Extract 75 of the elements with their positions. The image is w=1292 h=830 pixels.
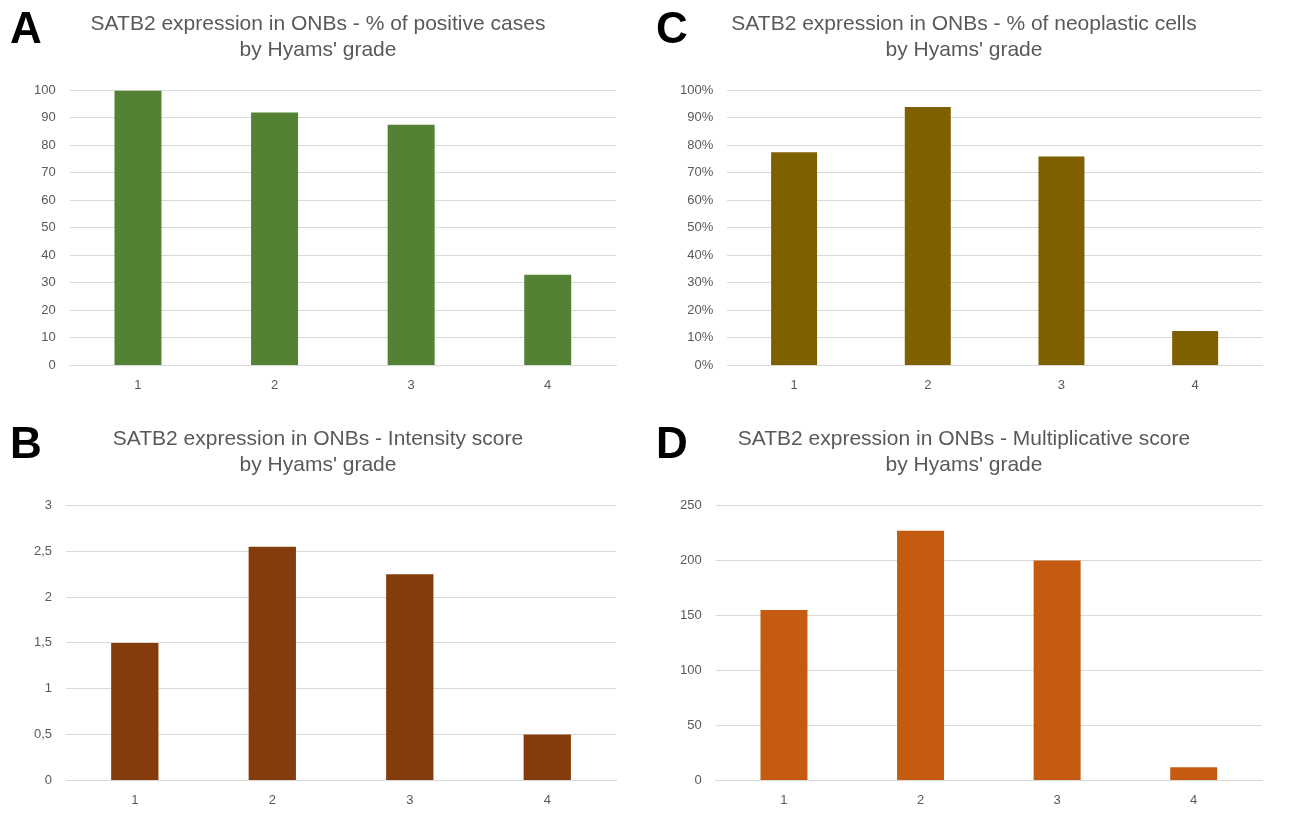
- bar: [248, 546, 296, 780]
- y-tick-label: 0,5: [33, 726, 53, 742]
- y-tick-label: 0: [48, 356, 56, 372]
- y-tick-label: 20: [41, 301, 56, 317]
- chart-title: SATB2 expression in ONBs - % of positive cases by Hyams' grade: [90, 11, 546, 60]
- bar: [114, 90, 162, 365]
- x-tick-label: 1: [131, 791, 139, 807]
- y-tick-label: 90%: [687, 109, 714, 125]
- bar: [904, 106, 951, 365]
- bar: [1172, 331, 1219, 365]
- y-tick-label: 70: [41, 164, 56, 180]
- x-tick-label: 4: [1191, 376, 1199, 392]
- y-tick-label: 100%: [680, 81, 714, 97]
- y-tick-label: 3: [44, 496, 53, 512]
- y-tick-label: 2,5: [33, 542, 53, 558]
- y-tick-label: 2: [44, 588, 53, 604]
- y-tick-label: 200: [679, 551, 702, 567]
- y-tick-label: 90: [41, 109, 56, 125]
- y-tick-label: 30: [41, 274, 56, 290]
- x-tick-label: 1: [134, 376, 142, 392]
- y-tick-label: 250: [679, 496, 702, 512]
- y-tick-label: 100: [33, 81, 56, 97]
- text: B: [10, 418, 42, 467]
- text: C: [656, 3, 688, 52]
- y-tick-label: 50: [687, 716, 702, 732]
- y-tick-label: 80: [41, 136, 56, 152]
- x-tick-label: 4: [543, 791, 551, 807]
- bar: [523, 734, 571, 780]
- y-tick-label: 150: [679, 606, 702, 622]
- bar: [387, 124, 435, 365]
- bar: [1033, 560, 1081, 780]
- bar: [897, 530, 945, 780]
- chart-title: SATB2 expression in ONBs - Intensity score by Hyams' grade: [112, 426, 524, 475]
- x-tick-label: 3: [406, 791, 414, 807]
- y-tick-label: 1,5: [33, 634, 53, 650]
- bar: [760, 609, 808, 780]
- x-tick-label: 3: [1057, 376, 1066, 392]
- y-tick-label: 0%: [694, 356, 714, 372]
- y-tick-label: 20%: [687, 301, 714, 317]
- x-tick-label: 1: [790, 376, 798, 392]
- y-tick-label: 70%: [687, 164, 714, 180]
- x-tick-label: 4: [544, 376, 552, 392]
- x-tick-label: 2: [916, 791, 925, 807]
- x-tick-label: 2: [268, 791, 276, 807]
- x-tick-label: 2: [270, 376, 279, 392]
- x-tick-label: 3: [407, 376, 415, 392]
- y-tick-label: 40: [41, 246, 56, 262]
- y-tick-label: 60%: [687, 191, 714, 207]
- y-tick-label: 10%: [687, 329, 714, 345]
- y-tick-label: 50: [41, 219, 56, 235]
- x-tick-label: 1: [780, 791, 788, 807]
- bar: [1038, 156, 1085, 365]
- chart-title: SATB2 expression in ONBs - Multiplicative score by Hyams' grade: [737, 426, 1191, 475]
- y-tick-label: 30%: [687, 274, 714, 290]
- bar: [771, 152, 818, 365]
- chart-title: SATB2 expression in ONBs - % of neoplastic cells by Hyams' grade: [731, 11, 1197, 60]
- text: D: [656, 418, 688, 467]
- bar: [111, 642, 159, 780]
- y-tick-label: 1: [44, 680, 53, 696]
- x-tick-label: 3: [1053, 791, 1061, 807]
- y-tick-label: 80%: [687, 136, 714, 152]
- x-tick-label: 2: [924, 376, 932, 392]
- x-tick-label: 4: [1190, 791, 1198, 807]
- y-tick-label: 60: [41, 191, 56, 207]
- bar: [1170, 767, 1218, 780]
- y-tick-label: 0: [694, 771, 702, 787]
- y-tick-label: 0: [44, 771, 53, 787]
- bar: [251, 112, 299, 365]
- y-tick-label: 10: [41, 329, 56, 345]
- y-tick-label: 100: [679, 661, 702, 677]
- bar: [524, 274, 572, 365]
- bar: [386, 574, 434, 780]
- text: A: [10, 3, 42, 52]
- y-tick-label: 40%: [687, 246, 714, 262]
- y-tick-label: 50%: [687, 219, 714, 235]
